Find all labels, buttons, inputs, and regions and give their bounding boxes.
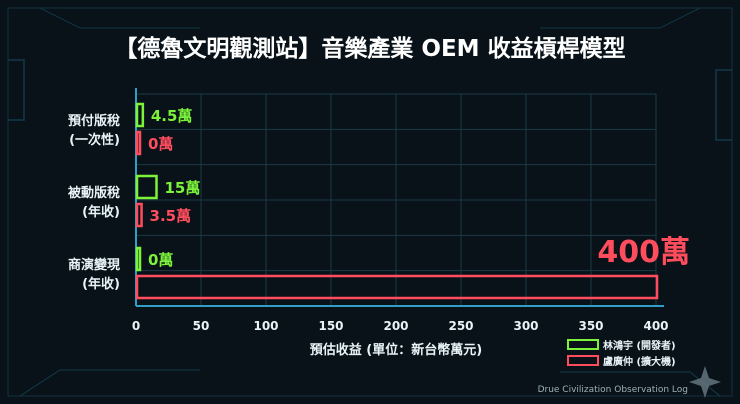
category-sublabel: (年收) xyxy=(82,204,120,220)
category-labels: 預付版稅 (一次性) 被動版稅 (年收) 商演變現 (年收) xyxy=(67,113,120,292)
data-label: 0萬 xyxy=(148,251,173,269)
legend-label: 林鴻宇 (開發者) xyxy=(603,339,676,352)
x-tick-label: 350 xyxy=(578,319,603,333)
bars xyxy=(135,102,659,300)
legend-swatch xyxy=(567,355,599,366)
x-tick-label: 50 xyxy=(193,319,210,333)
bar-red xyxy=(135,202,143,228)
bar-red xyxy=(135,274,659,300)
data-label: 15萬 xyxy=(165,179,201,197)
bar-green xyxy=(135,246,142,272)
data-label: 400萬 xyxy=(597,235,690,270)
data-label: 0萬 xyxy=(148,135,173,153)
axes: 0 50 100 150 200 250 300 350 400 xyxy=(132,88,669,333)
x-tick-label: 100 xyxy=(253,319,278,333)
x-tick-label: 150 xyxy=(318,319,343,333)
x-tick-label: 0 xyxy=(132,319,140,333)
category-sublabel: (一次性) xyxy=(69,132,120,148)
bar-green xyxy=(135,174,158,200)
x-tick-label: 250 xyxy=(448,319,473,333)
data-labels: 4.5萬 0萬 15萬 3.5萬 0萬 400萬 xyxy=(148,107,690,270)
category-sublabel: (年收) xyxy=(82,276,120,292)
chart-title: 【德魯文明觀測站】音樂產業 OEM 收益槓桿模型 xyxy=(114,35,625,62)
bar-red xyxy=(135,130,142,156)
legend: 林鴻宇 (開發者) 盧廣仲 (擴大機) xyxy=(567,339,676,368)
legend-label: 盧廣仲 (擴大機) xyxy=(603,355,676,368)
category-label: 被動版稅 xyxy=(67,185,120,201)
x-axis-label: 預估收益 (單位：新台幣萬元) xyxy=(310,342,482,358)
grid xyxy=(135,93,657,307)
sparkle-icon xyxy=(689,366,721,398)
watermark: Drue Civilization Observation Log xyxy=(538,385,688,395)
x-tick-label: 300 xyxy=(513,319,538,333)
bar-green xyxy=(135,102,145,128)
category-label: 商演變現 xyxy=(68,257,120,273)
data-label: 3.5萬 xyxy=(150,207,192,225)
legend-swatch xyxy=(567,339,599,350)
x-tick-label: 400 xyxy=(643,319,668,333)
x-tick-label: 200 xyxy=(383,319,408,333)
category-label: 預付版稅 xyxy=(68,113,120,129)
data-label: 4.5萬 xyxy=(151,107,193,125)
